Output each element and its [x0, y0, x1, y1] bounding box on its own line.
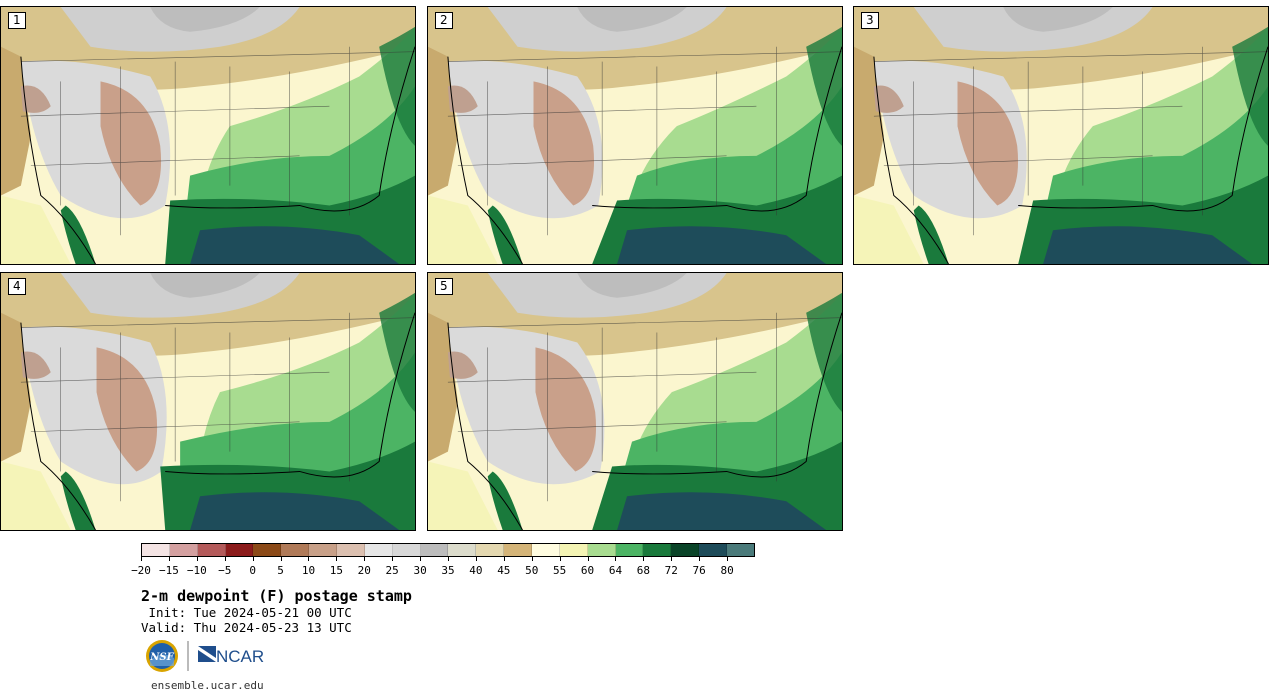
dewpoint-map: [428, 273, 842, 530]
colorbar-swatch: [337, 544, 365, 556]
colorbar-swatch: [504, 544, 533, 556]
nsf-ncar-logo: NSF NCAR: [146, 640, 264, 672]
panel-number: 2: [435, 12, 453, 29]
colorbar-swatch: [197, 544, 226, 556]
colorbar-tick-mark: [727, 557, 729, 561]
colorbar-tick-mark: [503, 557, 505, 561]
colorbar-tick-mark: [448, 557, 449, 561]
colorbar-tick-label: 64: [608, 564, 623, 577]
colorbar-tick-mark: [308, 557, 310, 561]
ncar-logo: NCAR: [198, 646, 264, 666]
colorbar-tick-mark: [615, 557, 617, 561]
colorbar-tick-mark: [280, 557, 282, 561]
colorbar-swatch: [727, 544, 754, 556]
colorbar-tick-label: 72: [664, 564, 678, 577]
colorbar-tick-label: 45: [497, 564, 511, 577]
panel-number: 3: [861, 12, 879, 29]
dewpoint-map: [854, 7, 1268, 264]
colorbar-tick-label: 10: [301, 564, 316, 577]
colorbar-swatch: [559, 544, 588, 556]
colorbar-tick-mark: [559, 557, 561, 561]
colorbar-tick-mark: [643, 557, 645, 561]
colorbar-tick-mark: [392, 557, 394, 561]
colorbar-tick-label: 0: [249, 564, 256, 577]
colorbar-swatch: [169, 544, 198, 556]
colorbar-tick-label: 80: [720, 564, 734, 577]
panel-number: 5: [435, 278, 453, 295]
colorbar-tick-mark: [587, 557, 589, 561]
colorbar-swatch: [615, 544, 644, 556]
colorbar-swatch: [392, 544, 421, 556]
colorbar-tick-label: −10: [186, 564, 207, 577]
colorbar-tick-mark: [336, 557, 338, 561]
colorbar-swatch: [281, 544, 310, 556]
colorbar-swatch: [142, 544, 170, 556]
map-panel-4: 4: [0, 272, 416, 531]
map-panel-2: 2: [427, 6, 843, 265]
colorbar-tick-label: 68: [636, 564, 650, 577]
map-panel-3: 3: [853, 6, 1269, 265]
colorbar-swatch: [225, 544, 254, 556]
panel-number: 1: [8, 12, 26, 29]
init-time: Init: Tue 2024-05-21 00 UTC: [141, 605, 352, 620]
dewpoint-map: [1, 273, 415, 530]
colorbar-tick-label: 50: [525, 564, 539, 577]
colorbar-tick-label: 76: [692, 564, 706, 577]
colorbar-swatch: [420, 544, 449, 556]
valid-time: Valid: Thu 2024-05-23 13 UTC: [141, 620, 352, 635]
dewpoint-map: [428, 7, 842, 264]
colorbar-tick-mark: [475, 557, 477, 561]
colorbar-tick-mark: [699, 557, 701, 561]
colorbar-tick-mark: [364, 557, 366, 561]
svg-text:NSF: NSF: [149, 652, 174, 663]
colorbar-tick-label: 35: [441, 564, 455, 577]
colorbar-tick-mark: [141, 557, 142, 561]
colorbar-tick-mark: [671, 557, 673, 561]
svg-text:NCAR: NCAR: [216, 647, 264, 666]
colorbar-swatch: [532, 544, 560, 556]
sponsor-logos: NSF NCAR: [144, 638, 274, 674]
dewpoint-map: [1, 7, 415, 264]
colorbar-tick-mark: [531, 557, 533, 561]
colorbar-tick-mark: [224, 557, 226, 561]
colorbar-tick-label: 5: [277, 564, 284, 577]
nsf-logo: NSF: [146, 640, 178, 672]
colorbar-tick-mark: [252, 557, 254, 561]
colorbar-tick-label: 60: [580, 564, 595, 577]
colorbar-swatch: [448, 544, 477, 556]
figure-title: 2-m dewpoint (F) postage stamp: [141, 587, 412, 605]
colorbar-tick-label: 25: [385, 564, 399, 577]
colorbar-tick-label: 40: [469, 564, 483, 577]
colorbar-swatch: [309, 544, 338, 556]
dewpoint-colorbar: [141, 543, 755, 557]
colorbar-tick-label: 20: [357, 564, 371, 577]
panel-number: 4: [8, 278, 26, 295]
colorbar-tick-label: −5: [218, 564, 232, 577]
colorbar-tick-mark: [168, 557, 170, 561]
colorbar-swatch: [587, 544, 616, 556]
map-panel-5: 5: [427, 272, 843, 531]
colorbar-tick-label: −15: [158, 564, 179, 577]
colorbar-tick-label: −20: [131, 564, 151, 577]
website-url: ensemble.ucar.edu: [151, 679, 264, 692]
colorbar-swatch: [699, 544, 728, 556]
colorbar-swatch: [253, 544, 282, 556]
colorbar-tick-mark: [196, 557, 198, 561]
colorbar-swatch: [364, 544, 393, 556]
colorbar-tick-label: 30: [413, 564, 427, 577]
colorbar-swatch: [643, 544, 672, 556]
colorbar-tick-label: 55: [553, 564, 567, 577]
colorbar-swatch: [671, 544, 700, 556]
colorbar-swatch: [476, 544, 505, 556]
colorbar-tick-label: 15: [329, 564, 343, 577]
colorbar-tick-mark: [420, 557, 422, 561]
map-panel-1: 1: [0, 6, 416, 265]
